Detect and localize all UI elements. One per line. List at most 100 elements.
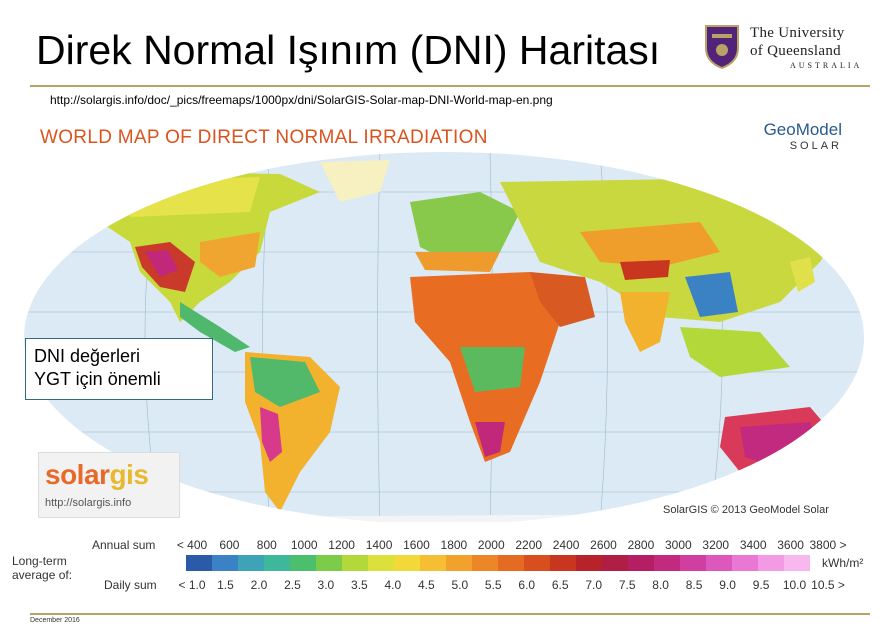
callout-line1: DNI değerleri [34,346,141,366]
legend-long-term: Long-term [12,554,67,568]
solargis-url: http://solargis.info [45,497,132,509]
legend-color-bar [186,555,810,571]
arabia [530,272,595,327]
north-america-east [200,232,260,277]
uq-logo: The University of Queensland AUSTRALIA [704,22,874,74]
canada-north [110,177,260,217]
legend-swatch [420,555,446,571]
slide-title: Direk Normal Işınım (DNI) Haritası [36,27,661,73]
legend-average-of: average of: [12,568,73,582]
geomodel-sub: SOLAR [789,140,842,152]
tibet-peak [620,260,670,280]
new-zealand [848,470,862,502]
legend-tick: 3600 [777,538,804,552]
legend-tick: 2200 [515,538,543,552]
legend-tick: 3000 [664,538,692,552]
legend-tick: 9.0 [719,578,736,592]
greenland [320,160,390,202]
geomodel-name: GeoModel [763,120,842,139]
legend-swatch [238,555,264,571]
legend-swatch [186,555,212,571]
legend-swatch [316,555,342,571]
legend-unit: kWh/m² [822,556,864,570]
solargis-wordmark-part1: solar [45,459,110,490]
legend-tick: 2800 [627,538,655,552]
solargis-logo: solargis http://solargis.info [38,452,180,518]
legend-tick: 7.0 [585,578,603,592]
legend-annual-ticks: < 400 600 800 1000 1200 1400 1600 1800 2000 2200 2… [176,538,847,554]
legend-tick: 2000 [477,538,505,552]
legend-tick: 2.5 [284,578,301,592]
legend-swatch [498,555,524,571]
central-america [180,302,250,352]
map-heading: WORLD MAP OF DIRECT NORMAL IRRADIATION [40,127,488,148]
legend-swatch [368,555,394,571]
legend-tick: 5.0 [451,578,469,592]
title-divider [30,85,870,87]
legend-tick: 4.5 [417,578,435,592]
legend-swatch [446,555,472,571]
legend-swatch [680,555,706,571]
legend-tick: 600 [219,538,240,552]
central-asia [580,222,720,267]
legend-swatch [576,555,602,571]
legend-tick: 1600 [403,538,430,552]
legend-tick: 1000 [290,538,318,552]
uq-line1: The University [750,25,845,41]
legend-tick: 4.0 [384,578,402,592]
legend-swatch [264,555,290,571]
callout-box: DNI değerleri YGT için önemli [25,338,213,400]
india [620,292,670,352]
solargis-wordmark: solargis [45,459,149,491]
legend-swatch [524,555,550,571]
andes-peak [260,407,282,462]
legend-tick: 6.5 [551,578,569,592]
southeast-asia [680,327,790,377]
legend-tick: 2600 [590,538,617,552]
legend-tick: 3.0 [317,578,335,592]
slide-date: December 2016 [30,617,80,624]
legend-tick: < 1.0 [178,578,206,592]
legend-daily-ticks: < 1.0 1.5 2.0 2.5 3.0 3.5 4.0 4.5 5.0 5.5 6.0 6.5 7.… [178,578,844,594]
legend-tick: 2400 [552,538,580,552]
legend-swatch [602,555,628,571]
europe [410,192,520,262]
legend-swatch [290,555,316,571]
uq-line2: of Queensland [750,43,841,59]
callout-line2: YGT için önemli [34,369,161,389]
legend-tick: 10.5 > [811,578,845,592]
southern-africa-peak [475,422,505,457]
legend-tick: 3.5 [351,578,368,592]
legend-tick: 8.5 [685,578,703,592]
legend-swatch [758,555,784,571]
legend-swatch [628,555,654,571]
legend-tick: 800 [256,538,277,552]
geomodel-logo: GeoModel SOLAR [752,120,842,152]
legend-swatch [394,555,420,571]
legend-swatch [706,555,732,571]
mediterranean-belt [415,252,500,272]
legend-tick: 2.0 [250,578,268,592]
legend-tick: 1400 [365,538,393,552]
amazon-region [250,357,320,407]
legend-swatch [472,555,498,571]
legend-tick: 5.5 [484,578,502,592]
legend-tick: 10.0 [782,578,807,592]
legend-tick: < 400 [176,538,208,552]
japan [790,257,815,292]
legend-swatch [654,555,680,571]
legend-tick: 1.5 [217,578,234,592]
legend-daily-label: Daily sum [104,578,157,592]
legend-tick: 1800 [440,538,468,552]
legend-swatch [342,555,368,571]
legend-annual-label: Annual sum [92,538,156,552]
uq-line3: AUSTRALIA [790,61,863,70]
legend-tick: 7.5 [618,578,636,592]
legend-swatch [550,555,576,571]
map-copyright: SolarGIS © 2013 GeoModel Solar [663,504,829,516]
solargis-wordmark-part2: gis [109,459,149,490]
china-east [685,272,738,317]
legend-swatch [732,555,758,571]
legend-tick: 9.5 [752,578,770,592]
uq-crest-icon [705,25,739,70]
